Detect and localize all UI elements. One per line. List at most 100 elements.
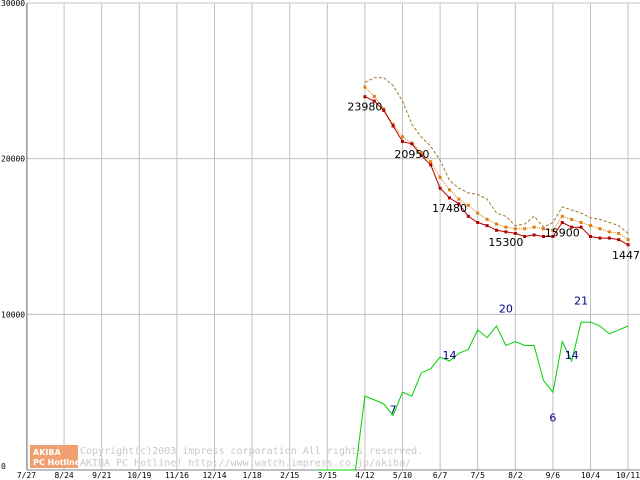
data-label: 23980 bbox=[347, 101, 382, 114]
x-tick-label: 7/5 bbox=[470, 471, 485, 480]
point-min-price bbox=[457, 202, 461, 206]
point-average-price bbox=[513, 227, 517, 231]
x-tick-label: 11/16 bbox=[165, 471, 189, 480]
point-min-price bbox=[495, 228, 498, 232]
point-min-price bbox=[363, 95, 367, 99]
x-tick-label: 5/10 bbox=[393, 471, 412, 480]
point-min-price bbox=[542, 235, 545, 238]
site-url-text: AKIBA PC Hotline! http://www.watch.impre… bbox=[80, 458, 411, 469]
point-min-price bbox=[504, 230, 508, 234]
watermark: AKIBA PC Hotline! Copyright(c)2003 impre… bbox=[30, 445, 423, 469]
point-average-price bbox=[391, 122, 395, 126]
point-min-price bbox=[429, 163, 433, 167]
data-label: 20 bbox=[499, 302, 513, 315]
point-min-price bbox=[485, 224, 489, 228]
point-average-price bbox=[626, 238, 630, 242]
point-min-price bbox=[589, 235, 592, 238]
point-average-price bbox=[363, 85, 367, 89]
logo-top: AKIBA bbox=[33, 448, 61, 457]
point-average-price bbox=[476, 211, 480, 215]
x-axis-ticks: 7/27 8/24 9/21 10/19 11/16 12/14 1/18 2/15 3/15 4… bbox=[17, 471, 640, 480]
point-average-price bbox=[589, 224, 592, 228]
point-min-price bbox=[570, 225, 574, 229]
point-min-price bbox=[476, 220, 480, 224]
point-min-price bbox=[448, 196, 451, 200]
point-min-price bbox=[401, 140, 404, 144]
point-min-price bbox=[410, 142, 414, 146]
point-min-price bbox=[579, 225, 583, 229]
data-label: 7 bbox=[390, 404, 397, 417]
point-min-price bbox=[513, 231, 517, 235]
point-average-price bbox=[485, 217, 489, 221]
x-tick-label: 1/18 bbox=[242, 471, 261, 480]
data-labels: 23980 20950 17480 15300 15900 14470 7 14 20 6 14 21 bbox=[347, 101, 640, 425]
point-average-price bbox=[438, 175, 442, 179]
point-average-price bbox=[401, 135, 404, 139]
point-average-price bbox=[579, 220, 583, 224]
data-label: 21 bbox=[574, 295, 588, 308]
series-group bbox=[317, 77, 630, 471]
point-average-price bbox=[551, 228, 555, 232]
point-average-price bbox=[617, 231, 621, 235]
point-min-price bbox=[617, 238, 621, 242]
y-tick-label: 30000 bbox=[1, 0, 25, 8]
data-label: 15900 bbox=[545, 226, 580, 239]
point-min-price bbox=[607, 236, 611, 240]
x-tick-label: 3/15 bbox=[318, 471, 337, 480]
y-tick-label: 10000 bbox=[1, 310, 25, 319]
x-tick-label: 6/7 bbox=[433, 471, 448, 480]
x-tick-label: 9/21 bbox=[92, 471, 111, 480]
x-tick-label: 10/11 bbox=[616, 471, 640, 480]
point-min-price bbox=[419, 154, 423, 158]
point-average-price bbox=[457, 197, 461, 201]
x-tick-label: 2/15 bbox=[280, 471, 299, 480]
point-min-price bbox=[466, 214, 470, 218]
point-average-price bbox=[532, 225, 536, 229]
point-average-price bbox=[542, 227, 545, 231]
point-average-price bbox=[382, 107, 386, 111]
x-tick-label: 7/27 bbox=[17, 471, 36, 480]
y-tick-label: 20000 bbox=[1, 155, 25, 164]
data-label: 14 bbox=[565, 349, 579, 362]
point-min-price bbox=[532, 233, 536, 237]
point-average-price bbox=[607, 230, 611, 234]
point-average-price bbox=[598, 227, 602, 231]
point-min-price bbox=[372, 99, 376, 103]
x-tick-label: 8/2 bbox=[508, 471, 523, 480]
logo-badge bbox=[30, 445, 78, 468]
x-tick-label: 4/12 bbox=[355, 471, 374, 480]
point-average-price bbox=[504, 225, 508, 229]
series-line-average-price bbox=[364, 86, 629, 241]
point-min-price bbox=[560, 220, 564, 224]
x-tick-label: 10/19 bbox=[127, 471, 151, 480]
point-average-price bbox=[372, 94, 376, 98]
point-min-price bbox=[598, 236, 602, 240]
data-label: 14 bbox=[443, 349, 457, 362]
point-average-price bbox=[466, 203, 470, 207]
point-min-price bbox=[626, 243, 630, 247]
data-label: 20950 bbox=[394, 148, 429, 161]
copyright-text: Copyright(c)2003 impress corporation All… bbox=[80, 446, 423, 457]
data-label: 17480 bbox=[432, 202, 467, 215]
x-tick-label: 10/4 bbox=[581, 471, 600, 480]
data-label: 15300 bbox=[488, 236, 523, 249]
point-average-price bbox=[560, 214, 564, 218]
data-label: 6 bbox=[549, 411, 556, 424]
point-min-price bbox=[382, 108, 386, 112]
point-min-price bbox=[438, 186, 442, 190]
x-tick-label: 9/6 bbox=[546, 471, 561, 480]
point-average-price bbox=[429, 160, 433, 164]
point-average-price bbox=[523, 227, 527, 231]
point-average-price bbox=[495, 222, 498, 226]
point-min-price bbox=[523, 235, 527, 238]
logo-bottom: PC Hotline! bbox=[33, 458, 84, 467]
series-line-max-price bbox=[364, 77, 629, 234]
y-tick-label: 0 bbox=[1, 462, 6, 471]
point-min-price bbox=[551, 235, 555, 238]
x-tick-label: 8/24 bbox=[54, 471, 73, 480]
point-min-price bbox=[391, 124, 395, 128]
x-tick-label: 12/14 bbox=[202, 471, 226, 480]
y-axis-ticks: 0 10000 20000 30000 bbox=[1, 0, 25, 471]
